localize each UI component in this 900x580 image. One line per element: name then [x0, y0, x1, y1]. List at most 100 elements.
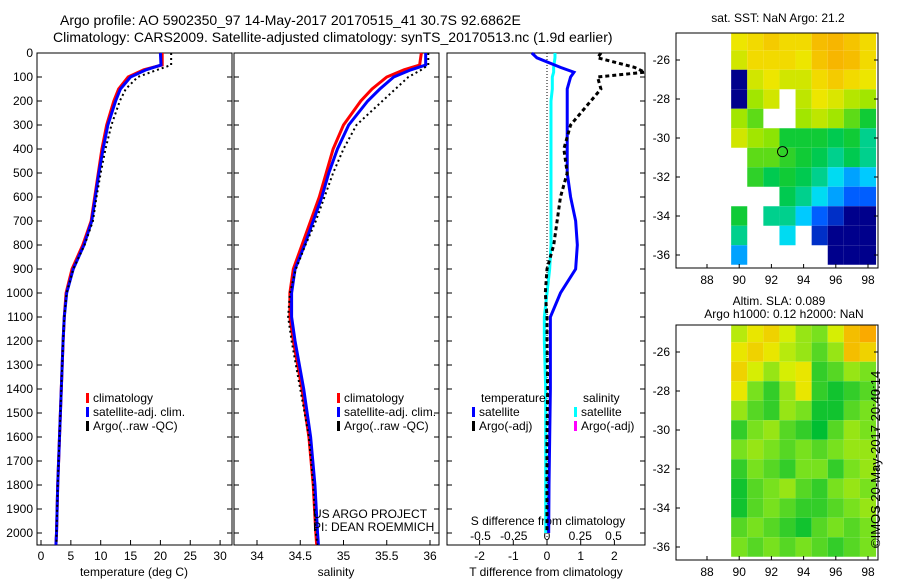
legend-swatch: [337, 393, 340, 403]
y-tick-label: 1800: [6, 478, 33, 492]
map-cell: [779, 459, 796, 479]
map-cell: [747, 439, 764, 460]
map-cell: [763, 167, 780, 187]
map-cell: [811, 420, 828, 440]
map-y-tick-label: -26: [653, 53, 671, 67]
map-cell: [859, 439, 877, 460]
map-cell: [859, 498, 877, 518]
y-tick-label: 300: [13, 118, 33, 132]
map-cell: [731, 361, 748, 382]
map-x-tick-label: 92: [765, 273, 779, 287]
map-cell: [811, 89, 828, 109]
map-cell: [859, 69, 877, 90]
map-cell: [747, 108, 764, 129]
map-cell: [731, 478, 748, 499]
map-cell: [779, 225, 796, 246]
map-cell: [731, 128, 748, 148]
legend-swatch: [86, 407, 89, 417]
map-y-tick-label: -34: [653, 501, 671, 515]
map-cell: [811, 361, 828, 382]
map-cell: [859, 225, 877, 246]
map-cell: [843, 69, 860, 90]
map-cell: [747, 517, 764, 538]
map-y-tick-label: -28: [653, 384, 671, 398]
map-cell: [731, 33, 748, 51]
map-cell: [843, 33, 860, 51]
map-cell: [827, 517, 844, 538]
legend-swatch: [86, 421, 89, 431]
legend-label: climatology: [344, 391, 404, 405]
map-cell: [731, 537, 748, 557]
map-cell: [859, 50, 877, 70]
x-tick-label: 15: [124, 549, 138, 563]
map-x-tick-label: 94: [797, 273, 811, 287]
map-cell: [827, 225, 844, 246]
map-cell: [859, 128, 877, 148]
map-cell: [795, 89, 812, 109]
map-cell: [779, 325, 796, 343]
map-cell: [779, 517, 796, 538]
legend-swatch: [337, 421, 340, 431]
map-cell: [843, 342, 860, 362]
map-cell: [731, 108, 748, 129]
map-cell: [779, 128, 796, 148]
y-tick-label: 2000: [6, 526, 33, 540]
map-y-tick-label: -34: [653, 209, 671, 223]
map-cell: [843, 439, 860, 460]
title-line-2: Climatology: CARS2009. Satellite-adjuste…: [53, 29, 613, 45]
y-tick-label: 1500: [6, 406, 33, 420]
legend-label: Argo(-adj): [581, 419, 634, 433]
x-tick-label: -1: [508, 549, 519, 563]
legend-swatch: [574, 407, 577, 417]
x-tick-label: 36: [423, 549, 437, 563]
x2-tick-label: -0.25: [500, 529, 528, 543]
map-cell: [795, 69, 812, 90]
salinity-diff-satellite-line: [542, 53, 557, 533]
map-cell: [795, 478, 812, 499]
map-cell: [747, 459, 764, 479]
x-tick-label: 5: [68, 549, 75, 563]
map-cell: [763, 537, 780, 557]
map-cell: [811, 50, 828, 70]
map-cell: [843, 420, 860, 440]
map-cell: [827, 167, 844, 187]
map-x-tick-label: 92: [765, 565, 779, 579]
map-cell: [779, 361, 796, 382]
map-cell: [747, 147, 764, 168]
map-cell: [827, 420, 844, 440]
map-cell: [843, 498, 860, 518]
map-cell: [763, 206, 780, 226]
map-cell: [811, 69, 828, 90]
map-cell: [763, 50, 780, 70]
map-cell: [827, 342, 844, 362]
map-cell: [827, 108, 844, 129]
map-x-tick-label: 96: [829, 273, 843, 287]
map-cell: [811, 325, 828, 343]
y-tick-label: 700: [13, 214, 33, 228]
map-cell: [747, 89, 764, 109]
map-cell: [795, 420, 812, 440]
legend-label: satellite: [581, 405, 622, 419]
map-cell: [827, 361, 844, 382]
map-cell: [843, 537, 860, 557]
map-cell: [859, 400, 877, 421]
x-tick-label: 2: [611, 549, 618, 563]
map-cell: [731, 439, 748, 460]
map-cell: [747, 325, 764, 343]
x-axis-label: salinity: [318, 565, 355, 579]
temperature-line-2: [55, 53, 173, 545]
x-tick-label: 20: [154, 549, 168, 563]
map-cell: [779, 147, 796, 168]
map-x-tick-label: 90: [733, 273, 747, 287]
map-cell: [811, 459, 828, 479]
difference-panel: [446, 52, 646, 546]
legend-swatch: [472, 407, 475, 417]
temperature-diff-argo-line: [543, 52, 651, 533]
argo-location-marker: [777, 146, 789, 158]
map-cell: [843, 206, 860, 226]
legend-swatch: [574, 421, 577, 431]
map-cell: [731, 381, 748, 401]
map-y-tick-label: -36: [653, 540, 671, 554]
map-cell: [731, 459, 748, 479]
